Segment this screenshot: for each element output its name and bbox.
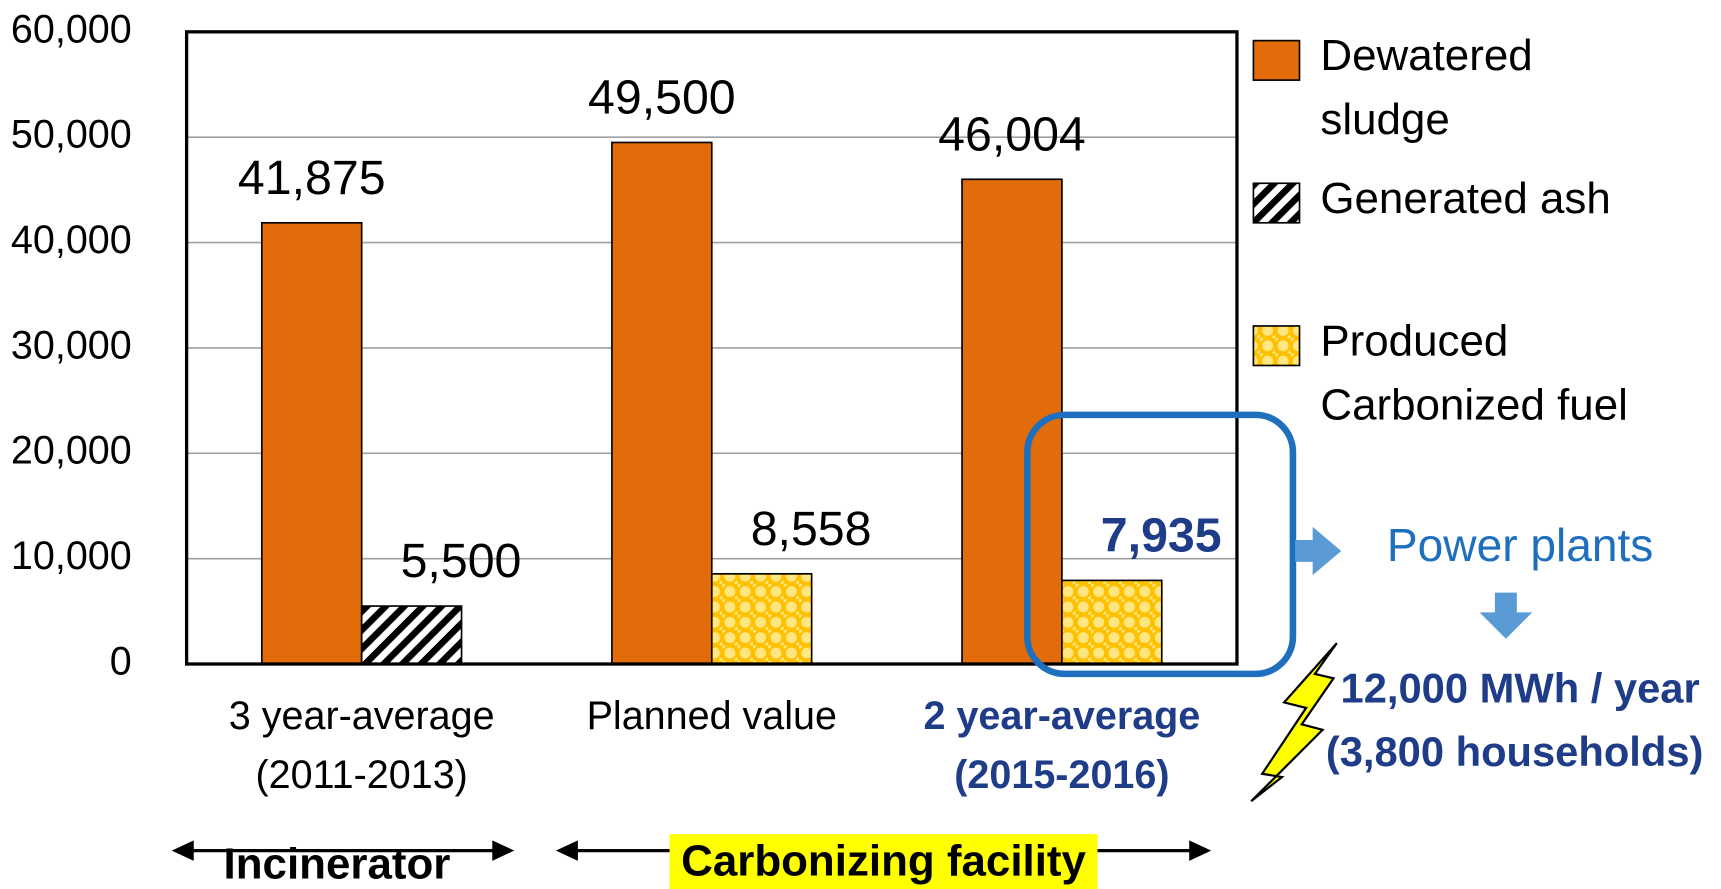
highlight-box xyxy=(1024,411,1297,678)
bar xyxy=(360,605,463,665)
bars xyxy=(260,141,1163,665)
y-tick-label: 0 xyxy=(110,639,132,683)
group-highlight xyxy=(669,834,1098,889)
y-tick-label: 60,000 xyxy=(11,7,132,51)
legend-swatch xyxy=(1252,325,1301,367)
legend-label: Produced Carbonized fuel xyxy=(1320,317,1628,430)
value-label: 46,004 xyxy=(938,107,1086,161)
legend-swatch xyxy=(1252,39,1301,81)
legend-label: Generated ash xyxy=(1320,174,1611,223)
group-label: Incinerator xyxy=(224,840,451,889)
annotation: Power plants xyxy=(1387,519,1653,571)
plot-frame xyxy=(184,30,1239,666)
legend-label: Produced Carbonized fuel xyxy=(1320,317,1628,430)
x-tick-label: Planned value xyxy=(586,692,838,738)
y-tick-label: 10,000 xyxy=(11,534,132,578)
x-tick-label: Planned value xyxy=(586,692,838,738)
value-label: 49,500 xyxy=(588,71,736,125)
y-tick-label: 20,000 xyxy=(11,429,132,473)
lightning-icon xyxy=(1250,642,1338,803)
value-label: 5,500 xyxy=(401,534,522,588)
group-label: Carbonizing facility xyxy=(681,836,1086,885)
annotation: 12,000 MWh / year xyxy=(1341,664,1700,711)
legend-label: Generated ash xyxy=(1320,174,1611,223)
value-label: 8,558 xyxy=(751,502,872,556)
annotation: (3,800 households) xyxy=(1326,728,1704,775)
arrow xyxy=(1295,526,1342,576)
x-tick-label: 3 year-average (2011-2013) xyxy=(228,692,495,797)
x-tick-label: 2 year-average (2015-2016) xyxy=(923,692,1201,797)
x-tick-label: 3 year-average (2011-2013) xyxy=(228,692,495,797)
x-tick-label: 2 year-average (2015-2016) xyxy=(923,692,1201,797)
bar xyxy=(611,141,713,665)
value-label: 41,875 xyxy=(238,151,386,205)
value-label: 7,935 xyxy=(1101,508,1222,562)
y-tick-label: 30,000 xyxy=(11,323,132,367)
y-tick-label: 50,000 xyxy=(11,113,132,157)
bar xyxy=(1061,579,1163,665)
bar xyxy=(260,221,363,665)
legend-label: Dewatered sludge xyxy=(1320,31,1533,144)
legend-swatch xyxy=(1252,182,1301,224)
arrow xyxy=(1479,592,1533,639)
bar xyxy=(710,573,813,665)
legend-label: Dewatered sludge xyxy=(1320,31,1533,144)
y-tick-label: 40,000 xyxy=(11,218,132,262)
